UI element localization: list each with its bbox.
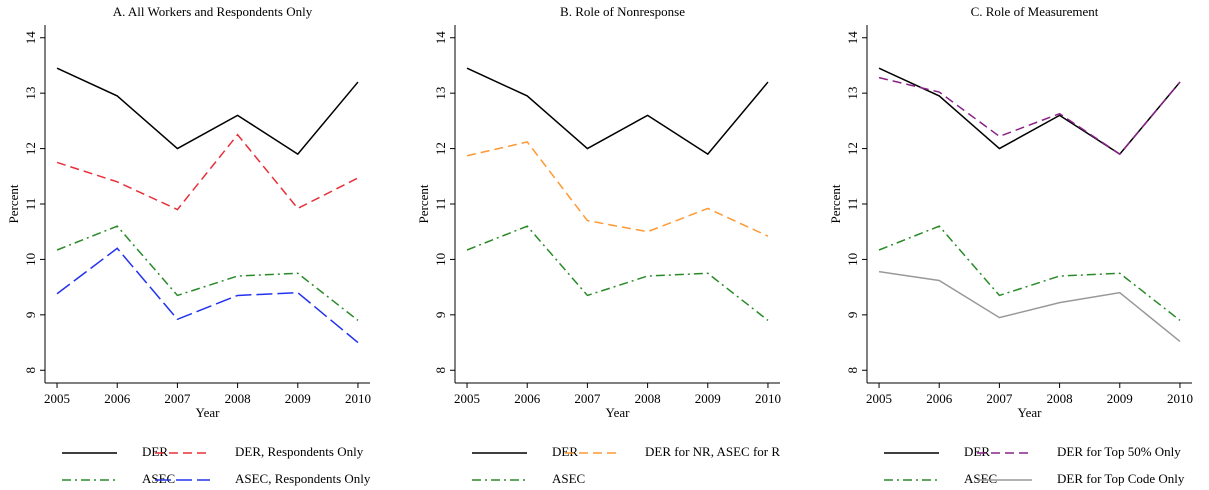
y-tick-label: 12 [845,142,860,155]
x-tick-label: 2009 [1107,391,1133,406]
y-tick-label: 14 [845,31,860,45]
y-tick-label: 11 [23,198,38,211]
y-axis-label: Percent [828,184,843,223]
x-tick-label: 2010 [345,391,371,406]
legend-label: DER [964,444,990,459]
x-tick-label: 2009 [285,391,311,406]
x-tick-label: 2006 [514,391,541,406]
series-line [878,225,1181,321]
panel-title: B. Role of Nonresponse [560,4,685,19]
x-tick-label: 2008 [635,391,661,406]
y-tick-label: 8 [23,367,38,374]
legend-label: ASEC, Respondents Only [235,471,371,486]
legend-label: DER for Top Code Only [1057,471,1185,486]
y-axis-label: Percent [416,184,431,223]
legend-label: DER [552,444,578,459]
y-tick-label: 12 [23,142,38,155]
x-tick-label: 2008 [225,391,251,406]
x-axis-label: Year [1018,405,1043,420]
x-tick-label: 2006 [104,391,131,406]
legend-label: ASEC [964,471,997,486]
x-tick-label: 2005 [866,391,892,406]
y-tick-label: 9 [23,312,38,319]
x-tick-label: 2009 [695,391,721,406]
x-tick-label: 2006 [926,391,953,406]
y-tick-label: 13 [433,87,448,100]
x-tick-label: 2005 [454,391,480,406]
legend-label: ASEC [552,471,585,486]
y-tick-label: 13 [23,87,38,100]
x-tick-label: 2005 [44,391,70,406]
y-tick-label: 13 [845,87,860,100]
y-tick-label: 8 [845,367,860,374]
series-line [56,225,359,321]
series-line [56,247,359,344]
y-tick-label: 9 [433,312,448,319]
series-line [466,225,769,321]
x-tick-label: 2007 [574,391,601,406]
x-tick-label: 2007 [986,391,1013,406]
y-tick-label: 11 [845,198,860,211]
panel-title: C. Role of Measurement [971,4,1099,19]
series-line [878,67,1181,156]
legend-label: DER, Respondents Only [235,444,364,459]
y-tick-label: 10 [433,253,448,266]
x-tick-label: 2008 [1047,391,1073,406]
legend-label: ASEC [142,471,175,486]
y-tick-label: 14 [23,31,38,45]
x-axis-label: Year [196,405,221,420]
y-tick-label: 14 [433,31,448,45]
y-tick-label: 8 [433,367,448,374]
y-tick-label: 11 [433,198,448,211]
legend-label: DER [142,444,168,459]
y-tick-label: 9 [845,312,860,319]
legend-label: DER for NR, ASEC for R [645,444,780,459]
series-line [878,270,1181,343]
x-axis-label: Year [606,405,631,420]
y-tick-label: 12 [433,142,448,155]
y-axis-label: Percent [6,184,21,223]
series-line [56,67,359,156]
x-tick-label: 2010 [1167,391,1193,406]
panel-title: A. All Workers and Respondents Only [113,4,313,19]
x-tick-label: 2010 [755,391,781,406]
x-tick-label: 2007 [164,391,191,406]
y-tick-label: 10 [23,253,38,266]
series-line [466,141,769,237]
series-line [466,67,769,156]
series-line [56,133,359,211]
legend-label: DER for Top 50% Only [1057,444,1181,459]
series-line [878,76,1181,156]
y-tick-label: 10 [845,253,860,266]
